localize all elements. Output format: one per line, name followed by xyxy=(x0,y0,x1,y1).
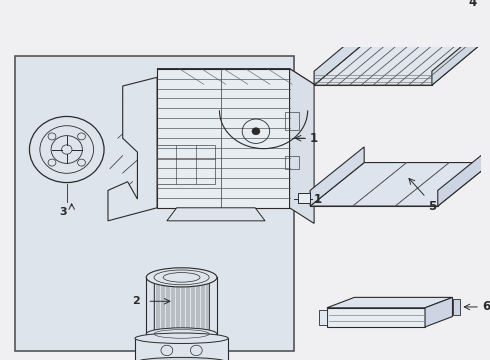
Polygon shape xyxy=(108,77,157,221)
Circle shape xyxy=(48,159,56,166)
Polygon shape xyxy=(327,308,425,327)
Polygon shape xyxy=(298,193,310,203)
Polygon shape xyxy=(157,69,290,208)
Text: 5: 5 xyxy=(428,200,436,213)
Circle shape xyxy=(51,136,82,163)
Circle shape xyxy=(77,159,85,166)
Polygon shape xyxy=(290,69,314,224)
Polygon shape xyxy=(310,147,364,206)
Text: 3: 3 xyxy=(59,207,67,217)
Polygon shape xyxy=(327,297,452,308)
Bar xyxy=(157,145,215,184)
Polygon shape xyxy=(314,71,432,85)
Circle shape xyxy=(48,133,56,140)
Polygon shape xyxy=(314,40,486,85)
Polygon shape xyxy=(319,310,327,325)
Polygon shape xyxy=(310,190,438,206)
Polygon shape xyxy=(425,297,452,327)
Circle shape xyxy=(252,128,260,135)
Circle shape xyxy=(29,117,104,183)
Polygon shape xyxy=(438,147,490,206)
Polygon shape xyxy=(314,26,368,85)
Polygon shape xyxy=(157,69,314,84)
Text: 1: 1 xyxy=(314,193,322,206)
Polygon shape xyxy=(452,299,461,315)
Text: 4: 4 xyxy=(468,0,476,9)
Ellipse shape xyxy=(135,357,228,360)
Ellipse shape xyxy=(135,333,228,343)
Bar xyxy=(285,156,299,168)
Polygon shape xyxy=(432,26,486,85)
Bar xyxy=(15,55,294,351)
Ellipse shape xyxy=(146,268,217,287)
Ellipse shape xyxy=(146,328,217,340)
Polygon shape xyxy=(310,163,490,206)
Polygon shape xyxy=(167,208,265,221)
Text: 6: 6 xyxy=(482,301,490,314)
Text: 2: 2 xyxy=(133,296,140,306)
Circle shape xyxy=(77,133,85,140)
Polygon shape xyxy=(135,338,228,360)
Text: 1: 1 xyxy=(309,132,318,145)
Bar xyxy=(285,112,299,130)
